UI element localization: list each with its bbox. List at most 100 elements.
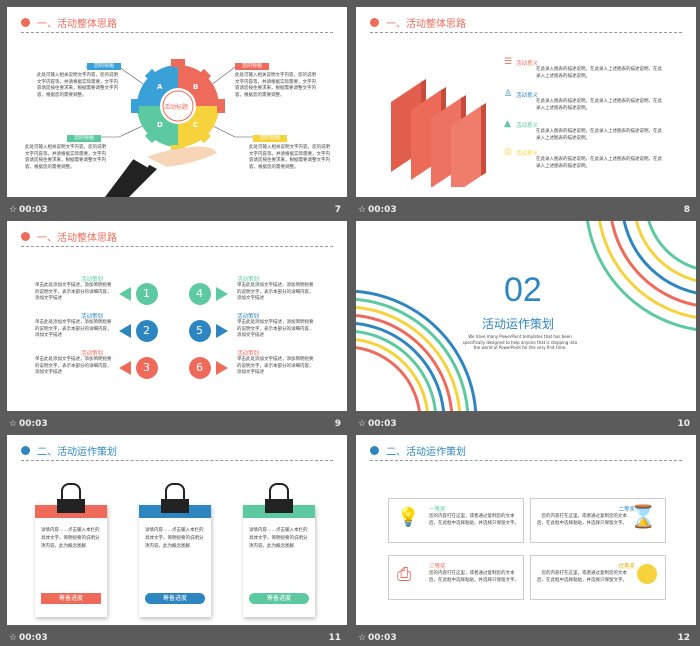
step-text: 单击此处添加文字描述，添加简明扼要的说明文字，表示本部分的详细内容，添加文字描述 [35, 283, 112, 301]
heading-text: 二、活动运作策划 [386, 447, 466, 458]
slide-time: 00:03 [19, 419, 48, 429]
heading-text: 二、活动运作策划 [37, 447, 117, 458]
divider [370, 32, 682, 33]
target-gear-icon [637, 564, 657, 584]
award-text: 您的内容打在这里，或者通过复制您的文本后，在此框中选择粘贴，并选择只保留文字。 [429, 571, 519, 583]
slide-time: 00:03 [368, 419, 397, 429]
pointer-icon: ◎ [504, 147, 512, 157]
award-title: 三等奖 [429, 564, 446, 570]
award-box: 💡 一等奖 您的内容打在这里，或者通过复制您的文本后，在此框中选择粘贴，并选择只… [388, 498, 524, 543]
step-number: 6 [196, 361, 203, 374]
item-text: 在此录入图表的描述说明，在此录入上述图表的描述说明，在此录入上述图表的描述说明。 [536, 129, 662, 141]
heading-dot [21, 446, 30, 455]
slide-canvas: 一、活动整体思路 1 2 3 4 5 6 活动策划 单击此处添加文字描述，添加简… [7, 221, 347, 411]
award-box: ⎙ 三等奖 您的内容打在这里，或者通过复制您的文本后，在此框中选择粘贴，并选择只… [388, 555, 524, 600]
step-text: 单击此处添加文字描述，添加简明扼要的说明文字，表示本部分的详细内容，添加文字描述 [237, 283, 314, 301]
binder-clip-icon [165, 483, 185, 503]
award-box: 二等奖 您的内容打在这里，或者通过复制您的文本后，在此框中选择粘贴，并选择只保留… [530, 498, 666, 543]
divider [21, 246, 333, 247]
award-title: 二等奖 [618, 507, 635, 513]
step-number: 5 [196, 324, 203, 337]
slide-info-bar: ☆ 00:03 12 [356, 630, 696, 646]
award-text: 您的内容打在这里，或者通过复制您的文本后，在此框中选择粘贴，并选择只保留文字。 [537, 514, 627, 526]
item-title: 活动意义 [516, 93, 539, 99]
label-c: 您的标题 [67, 135, 101, 142]
label-b: 您的标题 [235, 63, 269, 70]
printer-icon: ⎙ [397, 564, 412, 585]
transition-icon: ☆ [358, 633, 367, 643]
heading-dot [370, 446, 379, 455]
gear-letter-d: D [157, 121, 163, 129]
item-title: 活动意义 [516, 123, 539, 129]
step-title: 活动策划 [237, 277, 260, 283]
desc-b: 此处可输入相关说明文字内容，您的说明文字内容等，并请根据实际需要，文字内容请您按… [235, 73, 316, 98]
slide-canvas: 02 活动运作策划 We have many PowerPoint templa… [356, 221, 696, 411]
binder-clip-base [57, 499, 85, 513]
card-text: 详情内容……点击输入本栏的具体文字，简明扼要的说明分项内容，此为概念图解 [41, 528, 100, 549]
divider [21, 460, 333, 461]
slide-number: 12 [677, 633, 690, 643]
gear-letter-c: C [193, 121, 199, 129]
progress-button[interactable]: 筹备进度 [249, 593, 309, 604]
binder-clip-icon [269, 483, 289, 503]
card-text: 详情内容……点击输入本栏的具体文字，简明扼要的说明分项内容，此为概念图解 [145, 528, 204, 549]
slide-canvas: 二、活动运作策划 详情内容……点击输入本栏的具体文字，简明扼要的说明分项内容，此… [7, 435, 347, 625]
label-a: 您的标题 [87, 63, 121, 70]
step-title: 活动策划 [81, 277, 104, 283]
step-title: 活动策划 [81, 351, 104, 357]
step-title: 活动策划 [237, 314, 260, 320]
step-number: 1 [143, 287, 150, 300]
note-card: 详情内容……点击输入本栏的具体文字，简明扼要的说明分项内容，此为概念图解 筹备进… [35, 505, 107, 617]
award-text: 您的内容打在这里，或者通过复制您的文本后，在此框中选择粘贴，并选择只保留文字。 [537, 571, 627, 583]
slide-number: 7 [334, 205, 341, 215]
award-box: 优秀奖 您的内容打在这里，或者通过复制您的文本后，在此框中选择粘贴，并选择只保留… [530, 555, 666, 600]
item-text: 在此录入图表的描述说明，在此录入上述图表的描述说明，在此录入上述图表的描述说明。 [536, 99, 662, 111]
label-d: 您的标题 [253, 135, 287, 142]
divider [370, 460, 682, 461]
heading-text: 一、活动整体思路 [37, 233, 117, 244]
desc-d: 此处可输入相关说明文字内容，您的说明文字内容等，并请根据实际需要，文字内容请您按… [249, 145, 330, 170]
isometric-panels [391, 79, 486, 187]
section-number: 02 [504, 271, 542, 309]
slide-time: 00:03 [368, 205, 397, 215]
list-icon-1: ☰ [504, 57, 513, 67]
slide-info-bar: ☆ 00:03 9 [7, 416, 347, 432]
slide-canvas: 一、活动整体思路 ☰ 活动意义 在此录入 [356, 7, 696, 197]
hourglass-icon: ⌛ [629, 505, 657, 530]
step-title: 活动策划 [237, 351, 260, 357]
progress-button[interactable]: 筹备进度 [145, 593, 205, 604]
transition-icon: ☆ [9, 633, 18, 643]
award-text: 您的内容打在这里，或者通过复制您的文本后，在此框中选择粘贴，并选择只保留文字。 [429, 514, 519, 526]
slide-time: 00:03 [19, 633, 48, 643]
progress-button[interactable]: 筹备进度 [41, 593, 101, 604]
slide-number: 9 [334, 419, 341, 429]
gear-letter-b: B [193, 83, 199, 91]
step-text: 单击此处添加文字描述，添加简明扼要的说明文字，表示本部分的详细内容，添加文字描述 [35, 320, 112, 338]
transition-icon: ☆ [358, 205, 367, 215]
card-text: 详情内容……点击输入本栏的具体文字，简明扼要的说明分项内容，此为概念图解 [249, 528, 308, 549]
slide-info-bar: ☆ 00:03 8 [356, 202, 696, 218]
slide-time: 00:03 [368, 633, 397, 643]
slide-number: 11 [328, 633, 341, 643]
gear-center-label: 活动标题 [164, 104, 189, 111]
slide-info-bar: ☆ 00:03 11 [7, 630, 347, 646]
thumbs-up-icon: ▲ [504, 119, 511, 129]
step-text: 单击此处添加文字描述，添加简明扼要的说明文字，表示本部分的详细内容，添加文字描述 [237, 320, 314, 338]
step-title: 活动策划 [81, 314, 104, 320]
binder-clip-icon [61, 483, 81, 503]
item-text: 在此录入图表的描述说明，在此录入上述图表的描述说明，在此录入上述图表的描述说明。 [536, 67, 662, 79]
slide-info-bar: ☆ 00:03 7 [7, 202, 347, 218]
section-subtitle: We have many PowerPoint templates that h… [462, 334, 578, 350]
slide-info-bar: ☆ 00:03 10 [356, 416, 696, 432]
desc-a: 此处可输入相关说明文字内容，您的说明文字内容等，并请根据实际需要，文字内容请您按… [37, 73, 118, 98]
transition-icon: ☆ [9, 205, 18, 215]
step-text: 单击此处添加文字描述，添加简明扼要的说明文字，表示本部分的详细内容，添加文字描述 [237, 357, 314, 375]
slide-canvas: 二、活动运作策划 💡 一等奖 您的内容打在这里，或者通过复制您的文本后，在此框中… [356, 435, 696, 625]
divider [21, 32, 333, 33]
heading-dot [370, 18, 379, 27]
gear-letter-a: A [157, 83, 163, 91]
step-text: 单击此处添加文字描述，添加简明扼要的说明文字，表示本部分的详细内容，添加文字描述 [35, 357, 112, 375]
note-card: 详情内容……点击输入本栏的具体文字，简明扼要的说明分项内容，此为概念图解 筹备进… [243, 505, 315, 617]
binder-clip-base [265, 499, 293, 513]
step-number: 4 [196, 287, 203, 300]
